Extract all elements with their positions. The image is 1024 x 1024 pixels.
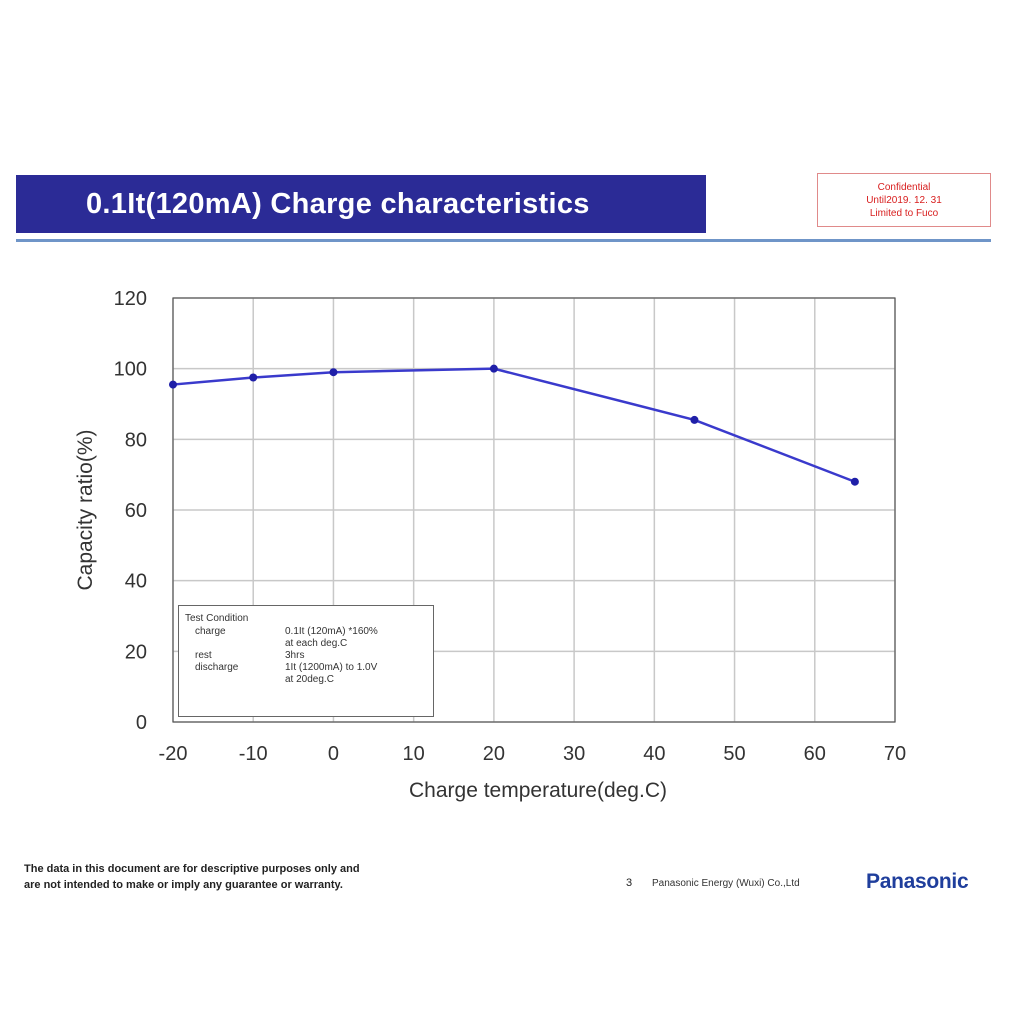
confidential-stamp: Confidential Until2019. 12. 31 Limited t…	[817, 173, 991, 227]
plot-frame	[172, 297, 896, 723]
condition-key: charge	[195, 626, 226, 637]
x-tick-label: 20	[483, 743, 505, 765]
y-tick-label: 120	[114, 288, 147, 310]
x-tick-label: 70	[884, 743, 906, 765]
condition-row: rest 3hrs	[185, 650, 427, 662]
x-tick-label: 30	[563, 743, 585, 765]
condition-value: 0.1It (120mA) *160% at each deg.C	[285, 626, 427, 650]
x-axis-label: Charge temperature(deg.C)	[409, 779, 667, 802]
x-tick-label: 10	[403, 743, 425, 765]
data-point	[489, 364, 498, 373]
test-condition-box: Test Condition charge 0.1It (120mA) *160…	[178, 605, 434, 717]
page-number: 3	[626, 877, 633, 889]
condition-key: discharge	[195, 662, 239, 673]
condition-row: discharge 1It (1200mA) to 1.0V at 20deg.…	[185, 662, 427, 686]
x-tick-label: 0	[328, 743, 339, 765]
y-tick-label: 20	[125, 641, 147, 663]
confidential-line: Confidential	[877, 181, 931, 193]
y-tick-label: 0	[136, 712, 147, 734]
x-tick-label: 60	[804, 743, 826, 765]
x-tick-label: 40	[643, 743, 665, 765]
x-tick-label: 50	[723, 743, 745, 765]
chart-ticks: -20 -10 0 10 20 30 40 50 60 70 0 20 40 60 80 100 120	[114, 288, 907, 765]
data-point	[169, 380, 177, 389]
data-point	[249, 373, 258, 382]
x-tick-label: -20	[159, 743, 188, 765]
title-bar: 0.1It(120mA) Charge characteristics	[16, 175, 706, 233]
condition-value: 1It (1200mA) to 1.0V at 20deg.C	[285, 662, 427, 686]
disclaimer-line: are not intended to make or imply any gu…	[24, 879, 343, 891]
header-divider	[16, 239, 991, 242]
x-tick-label: -10	[239, 743, 268, 765]
condition-value-line: 3hrs	[285, 650, 305, 661]
condition-key: rest	[195, 650, 212, 661]
disclaimer-line: The data in this document are for descri…	[24, 863, 360, 875]
disclaimer: The data in this document are for descri…	[24, 861, 360, 893]
confidential-line: Limited to Fuco	[869, 207, 939, 219]
data-point	[850, 477, 859, 486]
chart-series	[169, 364, 859, 486]
condition-value-line: at each deg.C	[285, 638, 348, 649]
y-tick-label: 40	[125, 571, 147, 593]
brand-logo: Panasonic	[866, 870, 969, 893]
condition-row: charge 0.1It (120mA) *160% at each deg.C	[185, 626, 427, 650]
confidential-line: Until2019. 12. 31	[866, 194, 942, 206]
condition-value-line: 0.1It (120mA) *160%	[285, 626, 378, 637]
y-tick-label: 80	[125, 429, 147, 451]
y-tick-label: 60	[125, 500, 147, 522]
condition-value: 3hrs	[285, 650, 427, 662]
data-point	[690, 415, 699, 424]
data-point	[329, 368, 338, 377]
y-axis-label: Capacity ratio(%)	[74, 429, 97, 590]
condition-value-line: at 20deg.C	[285, 674, 334, 685]
series-line	[172, 367, 856, 483]
page-title: 0.1It(120mA) Charge characteristics	[86, 187, 590, 220]
y-tick-label: 100	[114, 359, 147, 381]
company-name: Panasonic Energy (Wuxi) Co.,Ltd	[652, 878, 800, 889]
condition-value-line: 1It (1200mA) to 1.0V	[285, 662, 378, 673]
test-condition-title: Test Condition	[185, 613, 249, 624]
